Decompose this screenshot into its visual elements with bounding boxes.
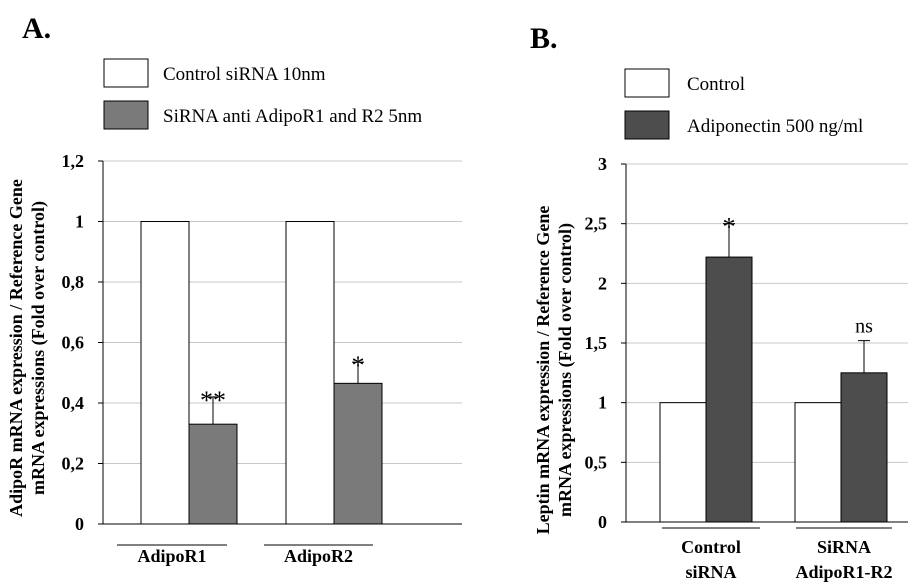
bar-control-1 <box>659 402 707 523</box>
panel-b-y-tick-label: 2,5 <box>585 214 608 234</box>
panel-a-legend: Control siRNA 10nm SiRNA anti AdipoR1 an… <box>103 58 422 130</box>
panel-a-y-tick-label: 0,6 <box>62 333 85 353</box>
panel-a-y-axis-title: AdipoR mRNA expression / Reference Gene … <box>6 179 49 517</box>
panel-b-y-tick-label: 1,5 <box>585 333 608 353</box>
panel-b-y-tick-label: 0,5 <box>585 452 608 472</box>
significance-label-1: * <box>723 213 736 242</box>
legend-label-control: Control <box>687 74 745 95</box>
legend-label-adiponectin: Adiponectin 500 ng/ml <box>687 116 863 137</box>
panel-b: B. Control Adiponectin 500 ng/ml Leptin … <box>530 22 908 582</box>
panel-a-y-axis-title-line-2: mRNA expressions (Fold over control) <box>28 201 49 495</box>
panel-a-y-tick-label: 1 <box>75 212 84 232</box>
significance-label-2: ns <box>855 316 873 338</box>
panel-a-y-tick-label: 0,4 <box>62 393 85 413</box>
panel-a-plot-area: 00,20,40,60,811,2***AdipoR1 AdipoR2 <box>62 151 462 566</box>
bar-sirna-anti-adipor1-and-r2-5nm-1 <box>188 423 238 525</box>
panel-a-label: A. <box>22 12 51 45</box>
legend-swatch-adiponectin <box>624 110 670 140</box>
panel-b-label: B. <box>530 22 558 55</box>
panel-b-y-axis-title: Leptin mRNA expression / Reference Gene … <box>533 206 576 535</box>
bar-control-2 <box>794 402 842 523</box>
legend-swatch-control-sirna <box>103 58 149 88</box>
significance-label-2: * <box>352 351 365 380</box>
legend-swatch-control <box>624 68 670 98</box>
panel-a-y-tick-label: 1,2 <box>62 151 85 171</box>
legend-label-sirna-anti-adipor: SiRNA anti AdipoR1 and R2 5nm <box>163 106 422 127</box>
bar-control-sirna-10nm-2 <box>285 221 335 525</box>
bar-adiponectin-500-ng-ml-1 <box>705 256 753 523</box>
panel-b-category-label: SiRNA <box>817 537 871 557</box>
panel-b-legend: Control Adiponectin 500 ng/ml <box>624 68 863 140</box>
panel-a: A. Control siRNA 10nm SiRNA anti AdipoR1… <box>6 12 462 566</box>
panel-b-plot-area: 0 0,5 1 1,5 2 2,5 3 * ns Control siRNA SiRNA AdipoR1… <box>585 154 908 582</box>
legend-swatch-sirna-anti-adipor <box>103 100 149 130</box>
panel-a-y-tick-label: 0,2 <box>62 454 85 474</box>
significance-label-1: ** <box>200 386 226 415</box>
legend-label-control-sirna: Control siRNA 10nm <box>163 64 326 85</box>
panel-b-category-label: Control <box>681 537 741 557</box>
panel-b-category-label: siRNA <box>685 562 736 582</box>
panel-b-y-tick-label: 1 <box>598 393 607 413</box>
panel-a-category-label: AdipoR2 <box>284 546 353 566</box>
panel-a-y-axis-title-line-1: AdipoR mRNA expression / Reference Gene <box>6 179 26 517</box>
bar-control-sirna-10nm-1 <box>140 221 190 525</box>
panel-b-y-axis-title-line-1: Leptin mRNA expression / Reference Gene <box>533 206 553 535</box>
bar-adiponectin-500-ng-ml-2 <box>840 372 888 523</box>
bar-sirna-anti-adipor1-and-r2-5nm-2 <box>333 382 383 525</box>
panel-b-y-axis-title-line-2: mRNA expressions (Fold over control) <box>555 223 576 517</box>
panel-b-y-tick-label: 3 <box>598 154 607 174</box>
panel-a-y-tick-label: 0,8 <box>62 272 85 292</box>
panel-a-category-label: AdipoR1 <box>137 546 206 566</box>
panel-a-y-tick-label: 0 <box>75 514 84 534</box>
panel-b-y-tick-label: 0 <box>598 512 607 532</box>
panel-b-category-label: AdipoR1-R2 <box>795 562 892 582</box>
panel-b-y-tick-label: 2 <box>598 273 607 293</box>
